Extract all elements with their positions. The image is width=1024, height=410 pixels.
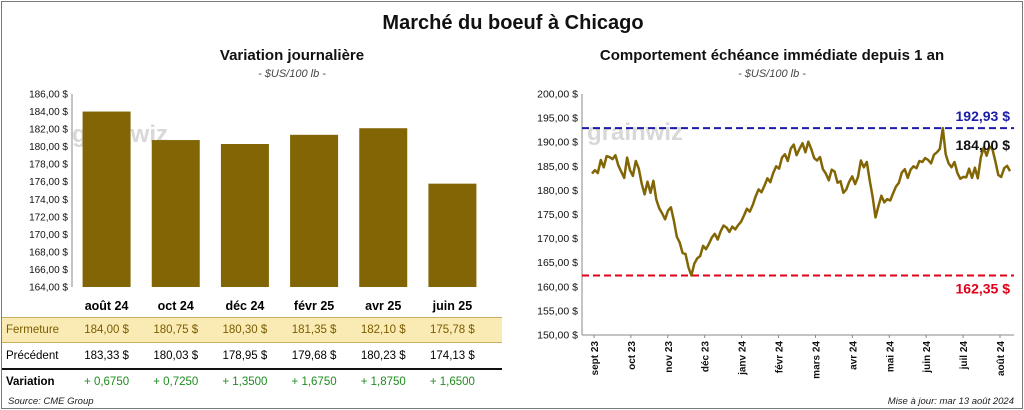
previous-value: 174,13 $ xyxy=(430,350,475,362)
y-tick-label: 155,00 $ xyxy=(537,305,578,317)
low-label: 162,35 $ xyxy=(956,280,1011,296)
close-value: 175,78 $ xyxy=(430,324,475,336)
y-tick-label: 166,00 $ xyxy=(29,265,68,276)
y-tick-label: 180,00 $ xyxy=(29,142,68,153)
y-tick-label: 170,00 $ xyxy=(537,233,578,245)
high-label: 192,93 $ xyxy=(956,108,1011,124)
x-tick-label: août 24 xyxy=(996,341,1007,376)
x-tick-label: févr 24 xyxy=(775,341,786,374)
bar xyxy=(82,111,131,287)
y-tick-label: 168,00 $ xyxy=(29,247,68,258)
x-tick-label: nov 23 xyxy=(664,341,675,373)
y-tick-label: 164,00 $ xyxy=(29,283,68,294)
update-note: Mise à jour: mar 13 août 2024 xyxy=(887,396,1014,407)
variation-value: + 0,7250 xyxy=(153,376,199,388)
column-header: avr 25 xyxy=(365,299,402,313)
x-tick-label: sept 23 xyxy=(590,341,601,376)
y-tick-label: 175,00 $ xyxy=(537,209,578,221)
previous-value: 178,95 $ xyxy=(222,350,268,362)
variation-value: + 1,6750 xyxy=(291,376,337,388)
bar-chart: grainwiz164,00 $166,00 $168,00 $170,00 $… xyxy=(29,90,477,294)
y-tick-label: 200,00 $ xyxy=(537,89,578,101)
y-tick-label: 180,00 $ xyxy=(537,185,578,197)
source-note: Source: CME Group xyxy=(8,396,94,407)
close-value: 182,10 $ xyxy=(360,324,406,336)
y-tick-label: 184,00 $ xyxy=(29,107,68,118)
left-chart-title: Variation journalière xyxy=(219,47,365,64)
column-header: déc 24 xyxy=(225,299,265,313)
line-chart: grainwiz 150,00 $ 155,00 $ 160,00 $ 165,00 $… xyxy=(537,89,1014,379)
column-header: févr 25 xyxy=(293,299,335,313)
bar xyxy=(290,134,339,287)
x-tick-label: mars 24 xyxy=(811,341,822,379)
left-chart-subtitle: - $US/100 lb - xyxy=(258,68,326,80)
close-value: 184,00 $ xyxy=(84,324,129,336)
y-tick-label: 186,00 $ xyxy=(29,90,68,101)
x-tick-label: mai 24 xyxy=(885,341,896,373)
column-header: août 24 xyxy=(84,299,129,313)
y-tick-label: 165,00 $ xyxy=(537,257,578,269)
variation-value: + 1,6500 xyxy=(429,376,475,388)
close-value: 181,35 $ xyxy=(291,324,337,336)
x-tick-label: avr 24 xyxy=(848,341,859,370)
close-value: 180,75 $ xyxy=(153,324,199,336)
table-header-row: août 24 oct 24 déc 24 févr 25 avr 25 juin 25 xyxy=(2,294,502,318)
previous-value: 180,23 $ xyxy=(360,350,406,362)
price-series-line xyxy=(591,126,1012,277)
column-header: juin 25 xyxy=(432,299,473,313)
bar xyxy=(359,128,408,287)
watermark-text: grainwiz xyxy=(587,119,683,146)
right-chart-title: Comportement échéance immédiate depuis 1… xyxy=(599,47,945,64)
main-title: Marché du boeuf à Chicago xyxy=(382,12,644,34)
bar xyxy=(220,144,269,287)
x-tick-label: janv 24 xyxy=(738,341,749,376)
variation-value: + 1,8750 xyxy=(360,376,406,388)
row-label: Fermeture xyxy=(6,324,60,336)
x-tick-label: juil 24 xyxy=(959,341,970,371)
variation-value: + 0,6750 xyxy=(84,376,130,388)
y-tick-label: 182,00 $ xyxy=(29,125,68,136)
bar xyxy=(428,183,477,287)
x-tick-label: déc 23 xyxy=(701,341,712,373)
previous-value: 180,03 $ xyxy=(153,350,199,362)
bar xyxy=(151,140,200,287)
y-tick-label: 195,00 $ xyxy=(537,113,578,125)
y-tick-label: 176,00 $ xyxy=(29,177,68,188)
variation-row: Variation + 0,6750 + 0,7250 + 1,3500 + 1,675… xyxy=(2,370,502,394)
previous-row: Précédent 183,33 $ 180,03 $ 178,95 $ 179,68 … xyxy=(2,344,502,370)
y-tick-label: 160,00 $ xyxy=(537,281,578,293)
column-header: oct 24 xyxy=(157,299,194,313)
x-tick-label: juin 24 xyxy=(922,341,933,374)
x-tick-label: oct 23 xyxy=(627,341,638,370)
previous-value: 179,68 $ xyxy=(291,350,337,362)
row-label: Variation xyxy=(6,376,55,388)
last-price-label: 184,00 $ xyxy=(956,137,1011,153)
previous-value: 183,33 $ xyxy=(84,350,129,362)
close-value: 180,30 $ xyxy=(222,324,268,336)
y-tick-label: 150,00 $ xyxy=(537,330,578,342)
y-tick-label: 170,00 $ xyxy=(29,230,68,241)
row-label: Précédent xyxy=(6,350,59,362)
y-tick-label: 185,00 $ xyxy=(537,161,578,173)
y-tick-label: 190,00 $ xyxy=(537,137,578,149)
close-row: Fermeture 184,00 $ 180,75 $ 180,30 $ 181,35 … xyxy=(2,317,502,343)
y-tick-label: 174,00 $ xyxy=(29,195,68,206)
y-tick-label: 172,00 $ xyxy=(29,212,68,223)
right-chart-subtitle: - $US/100 lb - xyxy=(738,68,806,80)
variation-value: + 1,3500 xyxy=(222,376,268,388)
y-tick-label: 178,00 $ xyxy=(29,160,68,171)
